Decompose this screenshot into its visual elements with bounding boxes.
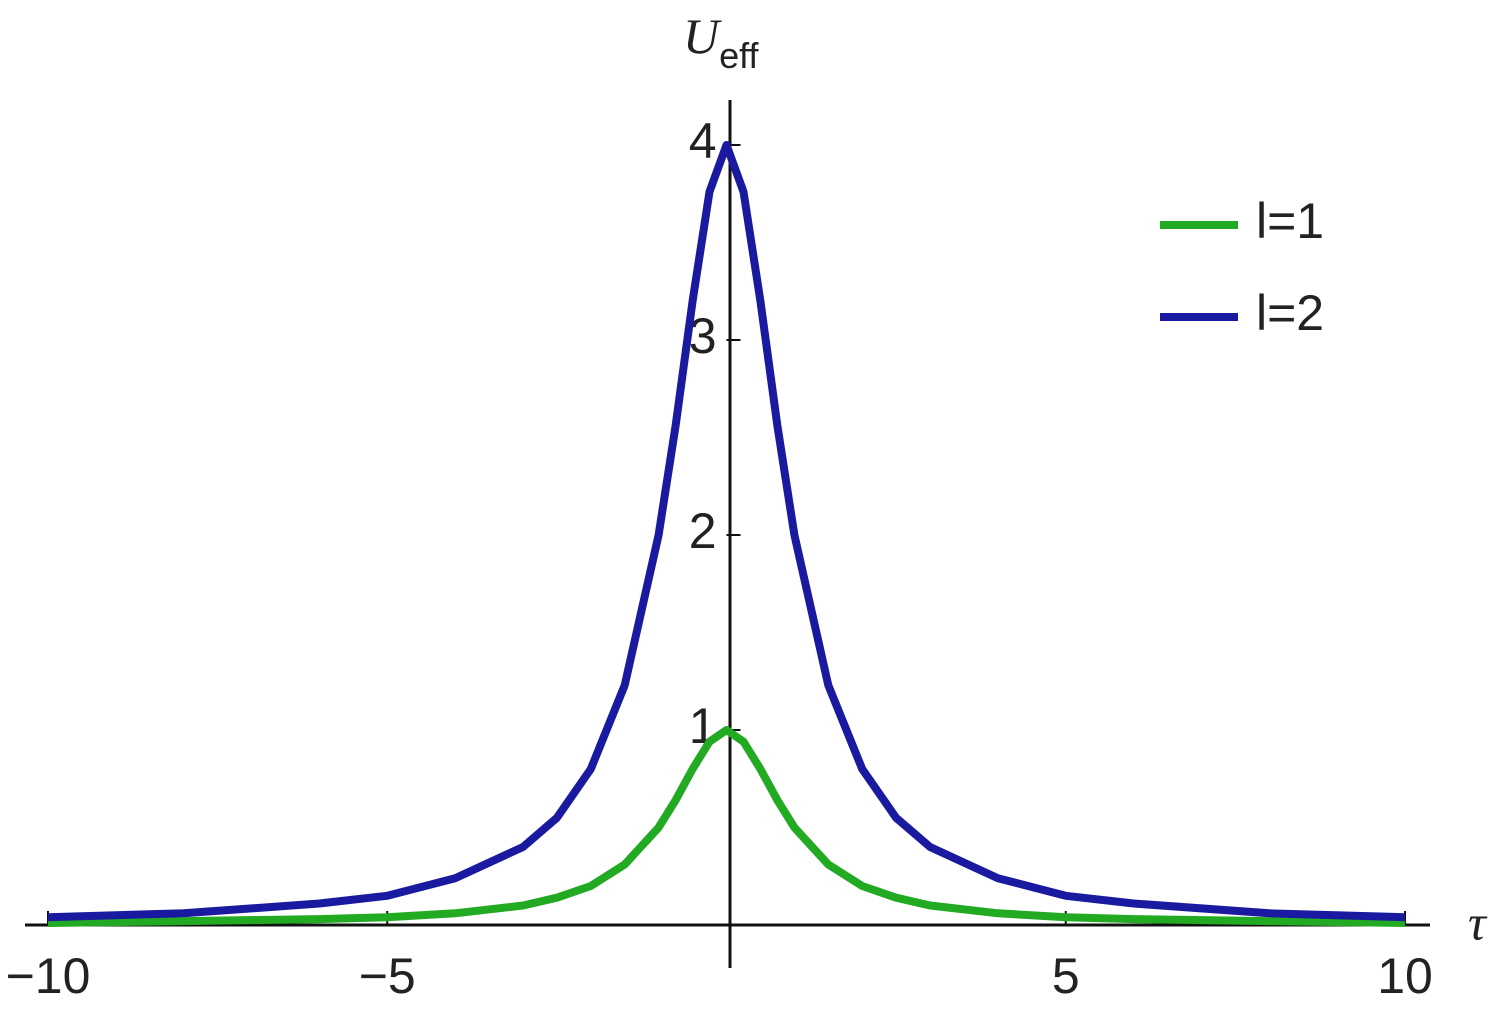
x-tick-label: 5 — [1052, 948, 1080, 1004]
y-axis-label: Ueff — [683, 8, 759, 75]
y-tick-label: 4 — [689, 113, 717, 169]
series-line — [47, 726, 1406, 927]
x-tick-label: 10 — [1377, 948, 1433, 1004]
x-axis-label: τ — [1468, 894, 1488, 950]
legend-label: l=1 — [1256, 193, 1324, 249]
y-tick-label: 2 — [689, 503, 717, 559]
x-tick-label: −5 — [359, 948, 416, 1004]
x-tick-label: −10 — [6, 948, 91, 1004]
series-line — [47, 141, 1406, 922]
legend-label: l=2 — [1256, 285, 1324, 341]
